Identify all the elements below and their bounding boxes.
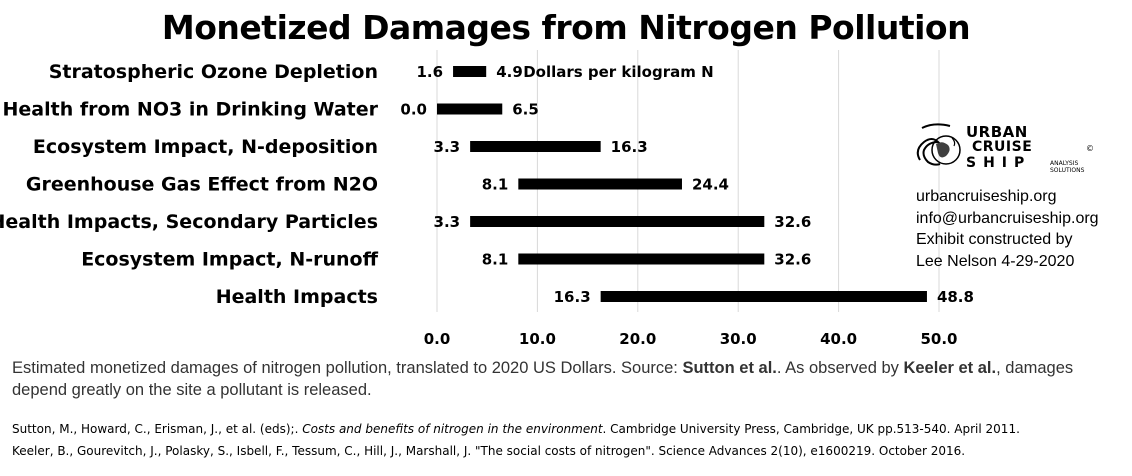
category-label-ecosystem-impact-n-runoff: Ecosystem Impact, N-runoff bbox=[81, 249, 378, 271]
range-bar-health-impacts-secondary-particles bbox=[470, 216, 765, 227]
unit-annotation: Dollars per kilogram N bbox=[523, 63, 713, 81]
low-value-label: 16.3 bbox=[554, 288, 591, 306]
credit-line-1: Exhibit constructed by bbox=[916, 231, 1073, 248]
low-value-label: 1.6 bbox=[416, 63, 443, 81]
category-label-stratospheric-ozone-depletion: Stratospheric Ozone Depletion bbox=[49, 61, 378, 83]
x-tick-label: 30.0 bbox=[720, 330, 757, 348]
low-value-label: 3.3 bbox=[434, 213, 461, 231]
category-label-health-impacts-secondary-particles: Health Impacts, Secondary Particles bbox=[0, 211, 378, 233]
logo-line-1: URBAN bbox=[966, 123, 1028, 141]
ref1-publisher: . Cambridge University Press, Cambridge,… bbox=[602, 422, 1020, 436]
range-bar-greenhouse-gas-effect-from-n2o bbox=[518, 178, 682, 190]
category-label-health-from-no3-in-drinking-water: Health from NO3 in Drinking Water bbox=[2, 99, 378, 121]
logo-line-3: SHIP bbox=[966, 155, 1032, 171]
caption-text-1: Estimated monetized damages of nitrogen … bbox=[12, 359, 683, 377]
high-value-label: 16.3 bbox=[611, 138, 648, 156]
high-value-label: 32.6 bbox=[774, 213, 811, 231]
range-bar-health-from-no3-in-drinking-water bbox=[437, 103, 503, 115]
high-value-label: 4.9 bbox=[496, 63, 523, 81]
x-tick-label: 10.0 bbox=[519, 330, 556, 348]
x-tick-label: 40.0 bbox=[820, 330, 857, 348]
logo-line-2: CRUISE bbox=[972, 139, 1033, 155]
caption-text-2: . As observed by bbox=[776, 359, 904, 377]
range-bar-ecosystem-impact-n-deposition bbox=[470, 141, 601, 152]
high-value-label: 32.6 bbox=[774, 251, 811, 269]
credit-line-2: Lee Nelson 4-29-2020 bbox=[916, 252, 1075, 270]
website-text: urbancruiseship.org bbox=[916, 188, 1057, 205]
range-bar-chart: 0.0 10.0 20.0 30.0 40.0 50.0 Stratospheric Ozo… bbox=[0, 50, 974, 348]
range-bar-ecosystem-impact-n-runoff bbox=[518, 253, 765, 265]
chart-title: Monetized Damages from Nitrogen Pollutio… bbox=[161, 8, 971, 47]
ref1-title: Costs and benefits of nitrogen in the en… bbox=[302, 422, 603, 436]
email-text: info@urbancruiseship.org bbox=[916, 209, 1099, 227]
category-label-greenhouse-gas-effect-from-n2o: Greenhouse Gas Effect from N2O bbox=[26, 174, 378, 196]
x-tick-label: 50.0 bbox=[920, 330, 957, 348]
contact-block: urbancruiseship.org info@urbancruiseship… bbox=[916, 186, 1130, 272]
reference-sutton: Sutton, M., Howard, C., Erisman, J., et … bbox=[12, 422, 1127, 436]
category-label-health-impacts: Health Impacts bbox=[216, 286, 378, 308]
logo-small-2: SOLUTIONS bbox=[1050, 167, 1085, 174]
low-value-label: 3.3 bbox=[434, 138, 461, 156]
x-tick-label: 20.0 bbox=[619, 330, 656, 348]
high-value-label: 48.8 bbox=[937, 288, 974, 306]
urban-cruise-ship-logo: URBAN CRUISE SHIP ANALYSIS SOLUTIONS © bbox=[916, 118, 1126, 178]
range-bar-stratospheric-ozone-depletion bbox=[453, 66, 487, 77]
caption-text-3: , damages depend greatly on the site a p… bbox=[12, 359, 1074, 399]
logo-copyright-mark: © bbox=[1086, 144, 1094, 153]
caption: Estimated monetized damages of nitrogen … bbox=[12, 357, 1122, 401]
high-value-label: 24.4 bbox=[692, 176, 729, 194]
range-bar-health-impacts bbox=[600, 291, 927, 302]
low-value-label: 8.1 bbox=[482, 251, 509, 269]
high-value-label: 6.5 bbox=[512, 101, 539, 119]
globe-swirl-icon bbox=[916, 123, 961, 166]
x-tick-label: 0.0 bbox=[424, 330, 451, 348]
low-value-label: 0.0 bbox=[400, 101, 427, 119]
caption-source-sutton: Sutton et al. bbox=[682, 359, 777, 377]
low-value-label: 8.1 bbox=[482, 176, 509, 194]
ref1-authors: Sutton, M., Howard, C., Erisman, J., et … bbox=[12, 422, 303, 436]
category-label-ecosystem-impact-n-deposition: Ecosystem Impact, N-deposition bbox=[33, 136, 378, 158]
caption-source-keeler: Keeler et al. bbox=[903, 359, 997, 377]
reference-keeler: Keeler, B., Gourevitch, J., Polasky, S.,… bbox=[12, 444, 966, 458]
logo-small-1: ANALYSIS bbox=[1050, 160, 1079, 167]
